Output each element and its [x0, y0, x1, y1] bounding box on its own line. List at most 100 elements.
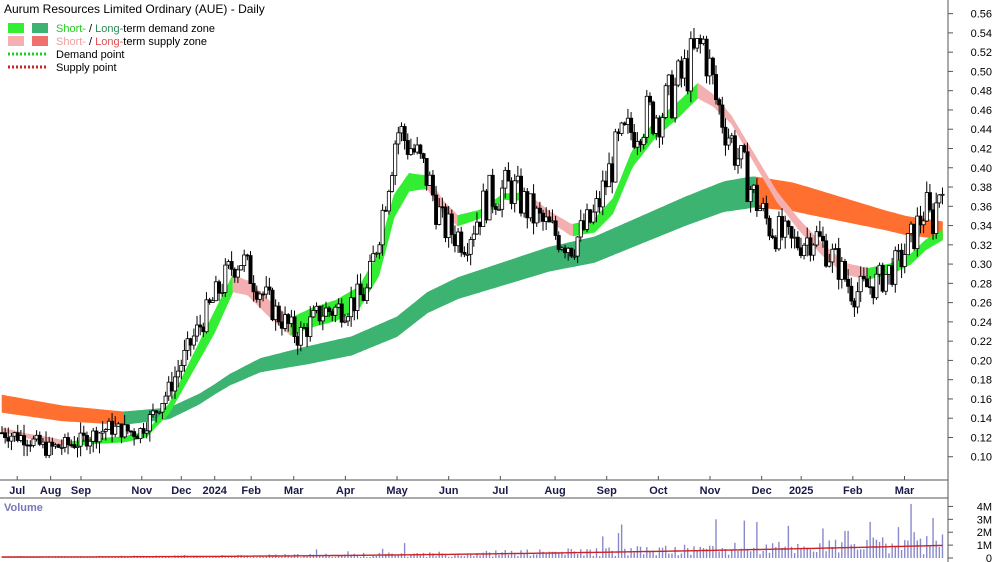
candle	[537, 201, 542, 223]
long-term-zone-segment	[615, 225, 620, 255]
candle	[405, 133, 410, 160]
candle	[714, 65, 719, 105]
price-tick-label: 0.30	[971, 259, 992, 271]
long-term-zone-segment	[253, 359, 258, 376]
long-term-zone-segment	[579, 239, 583, 266]
candle	[770, 228, 775, 240]
long-term-zone-segment	[697, 190, 702, 222]
long-term-zone-segment	[642, 213, 647, 244]
long-term-zone-segment	[311, 344, 316, 364]
long-term-zone-segment	[633, 217, 638, 247]
candle	[100, 421, 105, 440]
short-term-zone-segment	[506, 193, 510, 201]
candle	[358, 273, 363, 296]
long-term-zone-segment	[4, 395, 9, 414]
long-term-zone-segment	[816, 189, 820, 217]
candle	[179, 359, 184, 380]
long-term-zone-segment	[38, 401, 42, 419]
long-term-zone-segment	[414, 299, 419, 323]
price-tick-label: 0.26	[971, 298, 992, 310]
candle	[430, 170, 435, 202]
long-term-zone-segment	[59, 404, 64, 422]
long-term-zone-segment	[828, 193, 832, 220]
long-term-zone-segment	[430, 288, 434, 312]
short-term-zone-segment	[709, 91, 714, 107]
candle	[97, 432, 102, 454]
short-term-zone-segment	[907, 253, 911, 267]
legend-swatch-short	[8, 23, 24, 33]
long-term-zone-segment	[819, 190, 823, 218]
long-term-zone-segment	[13, 396, 18, 415]
long-term-zone-segment	[676, 199, 680, 230]
long-term-zone-segment	[220, 377, 225, 392]
short-term-zone-segment	[870, 266, 875, 279]
long-term-zone-segment	[250, 361, 255, 377]
candle	[198, 314, 203, 336]
long-term-zone-segment	[888, 211, 893, 232]
long-term-zone-segment	[730, 179, 735, 211]
long-term-zone-segment	[457, 276, 462, 300]
candle	[75, 437, 80, 458]
short-term-zone-segment	[940, 229, 943, 242]
long-term-zone-segment	[326, 341, 331, 361]
price-tick-label: 0.42	[971, 143, 992, 155]
candle	[31, 435, 36, 448]
candle	[547, 209, 552, 223]
long-term-zone-segment	[378, 323, 383, 345]
short-term-zone-segment	[855, 265, 860, 278]
long-term-zone-segment	[354, 333, 358, 355]
short-term-zone-segment	[417, 174, 422, 191]
short-term-zone-segment	[928, 235, 933, 249]
short-term-zone-segment	[345, 292, 349, 317]
short-term-zone-segment	[706, 89, 711, 106]
price-tick-label: 0.22	[971, 336, 992, 348]
long-term-zone-segment	[518, 255, 522, 281]
short-term-zone-segment	[937, 230, 942, 244]
long-term-zone-segment	[417, 296, 422, 321]
long-term-zone-segment	[724, 180, 729, 212]
long-term-zone-segment	[879, 208, 884, 230]
long-term-zone-segment	[718, 181, 723, 214]
short-term-zone-segment	[114, 436, 118, 443]
long-term-zone-segment	[737, 178, 741, 211]
long-term-zone-segment	[41, 401, 45, 419]
long-term-zone-segment	[515, 256, 519, 282]
candle	[257, 291, 262, 308]
candle	[471, 225, 476, 247]
long-term-zone-segment	[44, 402, 48, 420]
long-term-zone-segment	[372, 325, 377, 347]
long-term-zone-segment	[363, 329, 367, 351]
long-term-zone-segment	[190, 396, 194, 409]
long-term-zone-segment	[597, 233, 601, 262]
long-term-zone-segment	[141, 409, 146, 423]
candle	[292, 310, 297, 344]
candle	[386, 189, 391, 215]
candle	[767, 215, 772, 241]
long-term-zone-segment	[47, 402, 51, 420]
long-term-zone-segment	[323, 341, 328, 361]
long-term-zone-segment	[588, 237, 592, 264]
candle	[371, 245, 376, 262]
long-term-zone-segment	[420, 294, 425, 319]
candle	[748, 186, 753, 213]
long-term-zone-segment	[721, 180, 726, 213]
candle	[600, 170, 605, 216]
long-term-zone-segment	[317, 343, 322, 363]
long-term-zone-segment	[50, 403, 55, 420]
month-label: Jul	[492, 485, 508, 497]
long-term-zone-segment	[22, 398, 27, 417]
short-term-zone-segment	[241, 278, 246, 295]
long-term-zone-segment	[92, 408, 97, 424]
long-term-zone-segment	[7, 395, 12, 415]
candle	[103, 428, 108, 441]
long-term-zone-segment	[846, 198, 851, 223]
long-term-zone-segment	[442, 283, 447, 307]
long-term-zone-segment	[424, 291, 428, 316]
candle	[905, 233, 910, 256]
long-term-zone-segment	[393, 316, 398, 339]
volume-tick-label: 4M	[977, 501, 992, 513]
candle	[736, 148, 741, 174]
candle	[849, 277, 854, 306]
price-tick-label: 0.56	[971, 9, 992, 21]
legend-entry: Short- / Long-term supply zone	[8, 36, 207, 48]
